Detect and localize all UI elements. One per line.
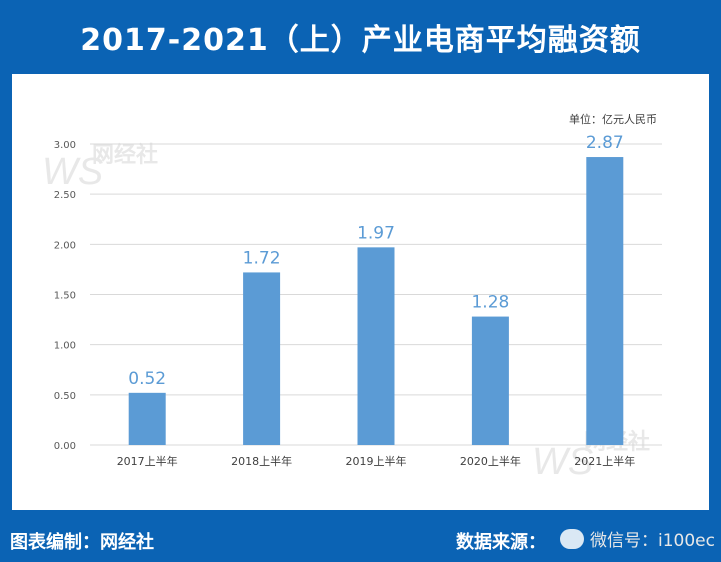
watermark-top: WS 网经社 <box>42 142 158 193</box>
footer-source-label: 数据来源： <box>456 532 546 553</box>
data-label: 1.97 <box>357 223 395 243</box>
footer-compiler: 图表编制：网经社 <box>10 532 154 553</box>
y-tick-label: 1.50 <box>54 291 76 302</box>
wechat-icon <box>560 528 584 549</box>
wechat-badge: 微信号：i100ec <box>560 526 715 551</box>
bar <box>243 272 281 445</box>
x-tick-label: 2020上半年 <box>460 454 521 468</box>
y-tick-label: 2.00 <box>54 240 76 251</box>
bar <box>586 157 624 445</box>
watermark-logo: WS <box>532 441 593 483</box>
chart-title: 2017-2021（上）产业电商平均融资额 <box>80 23 641 58</box>
y-tick-label: 0.00 <box>54 441 76 452</box>
wechat-id: 微信号：i100ec <box>590 531 715 551</box>
x-tick-label: 2019上半年 <box>346 454 407 468</box>
chart-panel: WS 网经社 WS 网经社 单位：亿元人民币 0.00 0.50 1.00 1.50 2… <box>12 74 709 510</box>
x-tick-label: 2018上半年 <box>231 454 292 468</box>
data-label: 1.28 <box>471 293 509 313</box>
chart-title-banner: 2017-2021（上）产业电商平均融资额 <box>0 0 721 74</box>
y-tick-label: 0.50 <box>54 391 76 402</box>
value-labels: 0.52 1.72 1.97 1.28 2.87 <box>128 133 623 389</box>
watermark-logo: WS <box>42 151 103 193</box>
data-label: 1.72 <box>243 248 281 268</box>
x-axis: 2017上半年 2018上半年 2019上半年 2020上半年 2021上半年 <box>117 454 636 468</box>
watermark-name: 网经社 <box>92 142 158 167</box>
x-tick-label: 2017上半年 <box>117 454 178 468</box>
bar <box>357 247 395 445</box>
bar <box>128 392 166 445</box>
y-tick-label: 3.00 <box>54 140 76 151</box>
unit-label: 单位：亿元人民币 <box>569 112 657 126</box>
y-axis: 0.00 0.50 1.00 1.50 2.00 2.50 3.00 <box>54 140 76 452</box>
bar-chart: WS 网经社 WS 网经社 单位：亿元人民币 0.00 0.50 1.00 1.50 2… <box>42 112 662 483</box>
data-label: 2.87 <box>586 133 624 153</box>
bars <box>128 157 624 445</box>
x-tick-label: 2021上半年 <box>574 454 635 468</box>
y-tick-label: 2.50 <box>54 190 76 201</box>
footer-banner: 图表编制：网经社 数据来源： 微信号：i100ec <box>0 518 721 562</box>
bar <box>471 316 509 445</box>
y-tick-label: 1.00 <box>54 341 76 352</box>
data-label: 0.52 <box>128 369 166 389</box>
